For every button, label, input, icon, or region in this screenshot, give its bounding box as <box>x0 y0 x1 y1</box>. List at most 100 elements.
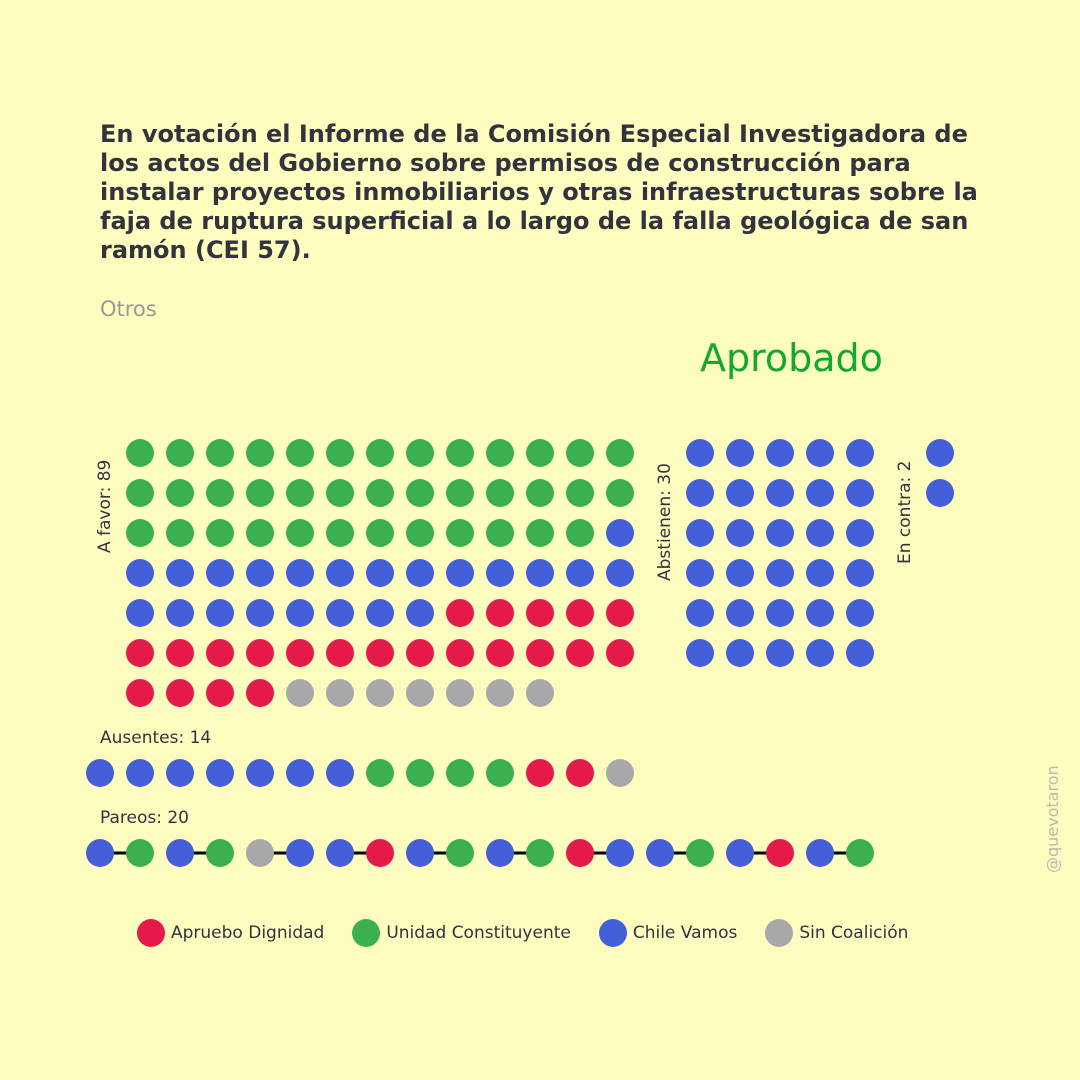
vote-dot-chile-vamos <box>686 479 714 507</box>
vote-dot-apruebo-dignidad <box>166 639 194 667</box>
vote-dot-chile-vamos <box>806 519 834 547</box>
vote-dot-chile-vamos <box>766 639 794 667</box>
vote-dot-unidad-constituyente <box>446 519 474 547</box>
vote-dot-apruebo-dignidad <box>566 639 594 667</box>
vote-dot-unidad-constituyente <box>126 839 154 867</box>
chart-title: En votación el Informe de la Comisión Es… <box>100 120 978 264</box>
vote-dot-chile-vamos <box>166 599 194 627</box>
en-contra-label: En contra: 2 <box>895 460 915 564</box>
vote-dot-apruebo-dignidad <box>246 679 274 707</box>
ausentes-label: Ausentes: 14 <box>100 728 212 748</box>
vote-dot-chile-vamos <box>806 599 834 627</box>
vote-dot-chile-vamos <box>286 839 314 867</box>
watermark: @quevotaron <box>1043 765 1062 873</box>
legend-swatch-apruebo-dignidad <box>137 919 165 947</box>
vote-dot-chile-vamos <box>166 839 194 867</box>
vote-dot-unidad-constituyente <box>206 439 234 467</box>
vote-dot-apruebo-dignidad <box>286 639 314 667</box>
vote-dot-unidad-constituyente <box>406 759 434 787</box>
vote-dot-unidad-constituyente <box>206 519 234 547</box>
vote-dot-unidad-constituyente <box>326 519 354 547</box>
abstienen-label: Abstienen: 30 <box>655 463 675 581</box>
group-abstienen <box>686 439 874 667</box>
vote-dot-unidad-constituyente <box>286 479 314 507</box>
vote-dot-chile-vamos <box>726 439 754 467</box>
vote-dot-chile-vamos <box>86 759 114 787</box>
legend-label-unidad-constituyente: Unidad Constituyente <box>386 923 571 943</box>
vote-dot-unidad-constituyente <box>166 439 194 467</box>
vote-dot-chile-vamos <box>766 599 794 627</box>
vote-dot-chile-vamos <box>606 519 634 547</box>
vote-dot-unidad-constituyente <box>486 439 514 467</box>
vote-dot-chile-vamos <box>806 559 834 587</box>
legend-item-unidad-constituyente: Unidad Constituyente <box>352 919 571 947</box>
vote-dot-unidad-constituyente <box>486 479 514 507</box>
vote-dot-chile-vamos <box>406 559 434 587</box>
vote-dot-apruebo-dignidad <box>566 599 594 627</box>
vote-dot-chile-vamos <box>606 839 634 867</box>
vote-dot-chile-vamos <box>486 839 514 867</box>
vote-dot-apruebo-dignidad <box>446 599 474 627</box>
vote-dot-apruebo-dignidad <box>206 679 234 707</box>
vote-dot-chile-vamos <box>766 479 794 507</box>
vote-dot-chile-vamos <box>646 839 674 867</box>
vote-dot-chile-vamos <box>686 599 714 627</box>
vote-dot-apruebo-dignidad <box>406 639 434 667</box>
vote-dot-apruebo-dignidad <box>126 639 154 667</box>
vote-dot-chile-vamos <box>846 479 874 507</box>
vote-dot-chile-vamos <box>566 559 594 587</box>
vote-dot-apruebo-dignidad <box>606 599 634 627</box>
vote-dot-unidad-constituyente <box>406 479 434 507</box>
vote-dot-chile-vamos <box>246 559 274 587</box>
vote-dot-unidad-constituyente <box>166 519 194 547</box>
group-ausentes <box>86 759 634 787</box>
vote-dot-chile-vamos <box>726 599 754 627</box>
vote-dot-unidad-constituyente <box>446 759 474 787</box>
vote-dot-chile-vamos <box>726 639 754 667</box>
legend-swatch-chile-vamos <box>598 919 627 947</box>
legend-swatch-unidad-constituyente <box>352 919 381 947</box>
group-a-favor <box>126 439 634 707</box>
vote-dot-unidad-constituyente <box>446 839 474 867</box>
vote-dot-chile-vamos <box>686 439 714 467</box>
vote-dot-unidad-constituyente <box>246 519 274 547</box>
vote-dot-sin-coalicion <box>486 679 514 707</box>
vote-dot-chile-vamos <box>726 559 754 587</box>
chart-subtitle: Otros <box>100 297 157 321</box>
vote-dot-chile-vamos <box>686 639 714 667</box>
vote-dot-chile-vamos <box>126 559 154 587</box>
vote-dot-apruebo-dignidad <box>326 639 354 667</box>
legend-swatch-sin-coalicion <box>765 919 794 947</box>
vote-dot-chile-vamos <box>446 559 474 587</box>
vote-dot-chile-vamos <box>726 479 754 507</box>
vote-dot-chile-vamos <box>486 559 514 587</box>
vote-dot-sin-coalicion <box>326 679 354 707</box>
vote-dot-chile-vamos <box>366 559 394 587</box>
vote-dot-chile-vamos <box>806 839 834 867</box>
legend: Apruebo Dignidad Unidad Constituyente Ch… <box>137 918 936 948</box>
vote-dot-apruebo-dignidad <box>366 639 394 667</box>
vote-dot-apruebo-dignidad <box>126 679 154 707</box>
vote-dot-chile-vamos <box>806 639 834 667</box>
vote-dot-unidad-constituyente <box>526 839 554 867</box>
vote-dot-chile-vamos <box>846 519 874 547</box>
vote-dot-chile-vamos <box>526 559 554 587</box>
vote-dot-unidad-constituyente <box>326 439 354 467</box>
vote-dot-unidad-constituyente <box>326 479 354 507</box>
vote-dot-apruebo-dignidad <box>486 599 514 627</box>
vote-dot-chile-vamos <box>326 599 354 627</box>
vote-dot-unidad-constituyente <box>286 519 314 547</box>
vote-dot-apruebo-dignidad <box>446 639 474 667</box>
vote-dot-chile-vamos <box>166 559 194 587</box>
vote-dot-chile-vamos <box>406 599 434 627</box>
vote-dot-unidad-constituyente <box>406 439 434 467</box>
a-favor-label: A favor: 89 <box>95 459 115 553</box>
vote-dot-chile-vamos <box>926 439 954 467</box>
vote-dot-chile-vamos <box>406 839 434 867</box>
vote-dot-apruebo-dignidad <box>566 839 594 867</box>
vote-dot-unidad-constituyente <box>246 479 274 507</box>
vote-dot-unidad-constituyente <box>446 479 474 507</box>
vote-dot-chile-vamos <box>326 559 354 587</box>
